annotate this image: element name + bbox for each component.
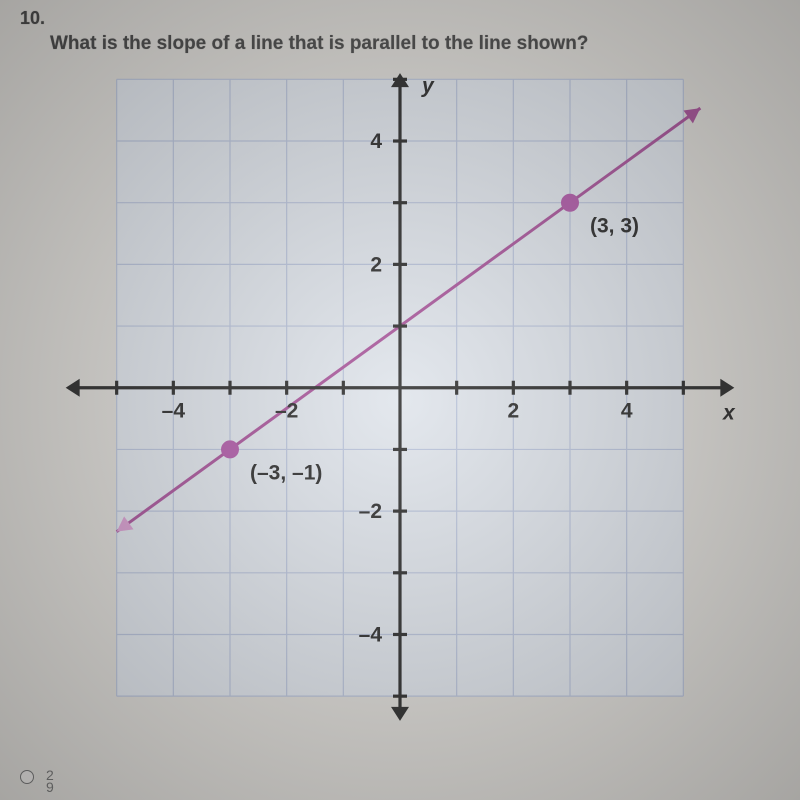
answer-fragment: 2 9: [46, 769, 54, 794]
svg-text:2: 2: [507, 400, 519, 423]
coordinate-plane: –4 –2 2 4 –4 –2 2 4 y x (–3, –1) (3, 3): [60, 67, 740, 727]
svg-text:(–3, –1): (–3, –1): [250, 461, 322, 484]
svg-text:–2: –2: [359, 500, 382, 523]
svg-text:–4: –4: [359, 623, 383, 646]
question-number: 10.: [20, 8, 780, 29]
svg-text:–4: –4: [162, 400, 186, 423]
svg-text:2: 2: [370, 253, 382, 276]
svg-text:–2: –2: [275, 400, 298, 423]
svg-text:(3, 3): (3, 3): [590, 215, 639, 238]
chart-container: –4 –2 2 4 –4 –2 2 4 y x (–3, –1) (3, 3): [20, 67, 780, 727]
svg-text:4: 4: [370, 130, 382, 153]
svg-text:y: y: [421, 74, 435, 97]
svg-text:x: x: [722, 402, 736, 425]
answer-radio[interactable]: [20, 770, 34, 784]
svg-text:4: 4: [621, 400, 633, 423]
question-text: What is the slope of a line that is para…: [50, 33, 780, 55]
